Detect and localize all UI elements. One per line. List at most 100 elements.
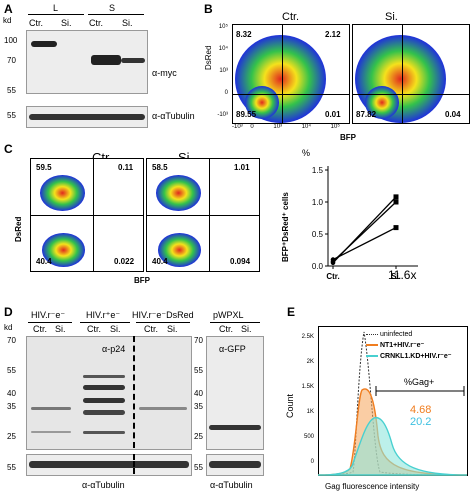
y-tick-label: 1.0 [312, 198, 324, 207]
q-ur-ctr-c: 0.11 [118, 163, 134, 172]
kd-label: kd [3, 16, 12, 25]
panel-label-e: E [287, 305, 296, 319]
xlabel-gag: Gag fluorescence intensity [325, 482, 420, 491]
ytick: 0 [310, 459, 314, 465]
group-line [80, 322, 130, 323]
band [83, 385, 125, 390]
lane-ctr-1: Ctr. [29, 18, 44, 28]
label-gfp: α-GFP [219, 344, 246, 354]
density-blob [42, 232, 85, 267]
band [83, 431, 125, 434]
plot-title-si: Si. [385, 11, 398, 23]
blot-tubulin-d1 [26, 454, 192, 476]
value-nt1: 4.68 [410, 404, 432, 416]
flow-plot-si-b [352, 24, 470, 124]
divider-dashed [133, 336, 135, 448]
legend-item-nt1: NT1+HIV.r⁻e⁻ [366, 340, 451, 351]
data-point [393, 194, 399, 200]
label-myc: α-myc [152, 68, 177, 78]
gate-line-vertical [401, 25, 403, 123]
blot-tubulin-d2 [206, 454, 264, 476]
marker: 55 [194, 463, 203, 472]
band [91, 55, 121, 65]
q-ul-ctr-c: 59.5 [36, 163, 52, 172]
group-line-s [88, 14, 144, 15]
gate-label: %Gag+ [404, 377, 435, 387]
marker-100: 100 [4, 36, 18, 45]
fold-change-label: 11.6x [388, 268, 417, 282]
gate-line-vertical [281, 25, 283, 123]
q-ll-si-c: 40.4 [152, 257, 168, 266]
group-hiv-1: HIV.r⁻e⁻ [31, 310, 66, 320]
chart-ylabel: BFP⁺DsRed⁺ cells [281, 192, 290, 262]
y-tick-label: 0.0 [312, 262, 324, 271]
q-ul-ctr-b: 8.32 [236, 30, 252, 39]
gate-line-horizontal [353, 93, 469, 95]
panel-label-c: C [4, 142, 13, 156]
label-tubulin-a: α-αTubulin [152, 111, 195, 121]
q-ll-si-b: 87.82 [356, 110, 377, 119]
marker: 70 [7, 336, 16, 345]
density-blob [364, 85, 400, 120]
marker: 35 [194, 402, 203, 411]
panel-label-a: A [4, 2, 13, 16]
legend-item-kd: CRNKL1.KD+HIV.r⁻e⁻ [366, 351, 451, 362]
marker: 40 [7, 389, 16, 398]
lane: Si. [110, 324, 121, 334]
group-line [136, 322, 190, 323]
xtick: 10⁴ [301, 124, 311, 130]
legend-swatch [366, 355, 378, 358]
marker: 55 [7, 366, 16, 375]
series-line [332, 227, 397, 261]
legend-swatch [366, 333, 378, 335]
y-tick-label: 1.5 [312, 166, 324, 175]
y-ticks-e: 2.5K 2K 1.5K 1K 500 0 [292, 325, 314, 475]
group-label-s: S [109, 3, 116, 13]
group-hiv-3: HIV.r⁻e⁻DsRed [132, 310, 194, 320]
density-blob [39, 174, 85, 211]
legend-label: CRNKL1.KD+HIV.r⁻e⁻ [379, 353, 452, 360]
lane-si-1: Si. [61, 18, 72, 28]
marker: 70 [194, 336, 203, 345]
ylabel-dsred-b: DsRed [204, 45, 213, 70]
ytick: 0 [224, 90, 228, 96]
xtick: 10⁵ [330, 124, 340, 130]
xtick: -10³ [232, 124, 243, 130]
flow-plot-ctr-c [30, 158, 144, 272]
ytick: 2K [306, 359, 314, 365]
ytick: 2.5K [301, 334, 314, 340]
histogram-plot [318, 326, 468, 476]
label-p24: α-p24 [102, 344, 126, 354]
ylabel-count: Count [285, 393, 295, 418]
marker: 40 [194, 389, 203, 398]
band [209, 425, 261, 430]
band [31, 41, 57, 47]
blot-gfp [206, 336, 264, 450]
marker-55: 55 [7, 86, 16, 95]
band [29, 114, 145, 120]
blot-p24 [26, 336, 192, 450]
marker: 25 [194, 432, 203, 441]
lane-ctr-2: Ctr. [89, 18, 104, 28]
q-ll-ctr-b: 89.55 [236, 110, 257, 119]
y-tick-label: 0.5 [312, 230, 324, 239]
y-ticks-b: 10⁵ 10⁴ 10³ 0 -10³ [212, 16, 228, 126]
series-line [332, 201, 397, 262]
lane: Si. [167, 324, 178, 334]
group-line-l [28, 14, 84, 15]
legend-swatch [366, 344, 378, 347]
q-ul-si-c: 58.5 [152, 163, 168, 172]
x-tick-label: Si. [391, 272, 401, 281]
gate-line-horizontal [147, 215, 259, 216]
ytick: 10³ [219, 68, 228, 74]
band [31, 431, 71, 433]
band [209, 461, 261, 468]
line-chart: 0.0 0.5 1.0 1.5 Ctr. Si. [312, 166, 418, 281]
divider-dashed [133, 454, 135, 474]
density-blob [244, 85, 280, 120]
legend-e: uninfected NT1+HIV.r⁻e⁻ CRNKL1.KD+HIV.r⁻… [366, 329, 451, 362]
marker: 35 [7, 402, 16, 411]
group-hiv-2: HIV.r⁺e⁻ [86, 310, 121, 320]
lane: Ctr. [33, 324, 48, 334]
label-tubulin-d2: α-αTubulin [210, 480, 253, 490]
